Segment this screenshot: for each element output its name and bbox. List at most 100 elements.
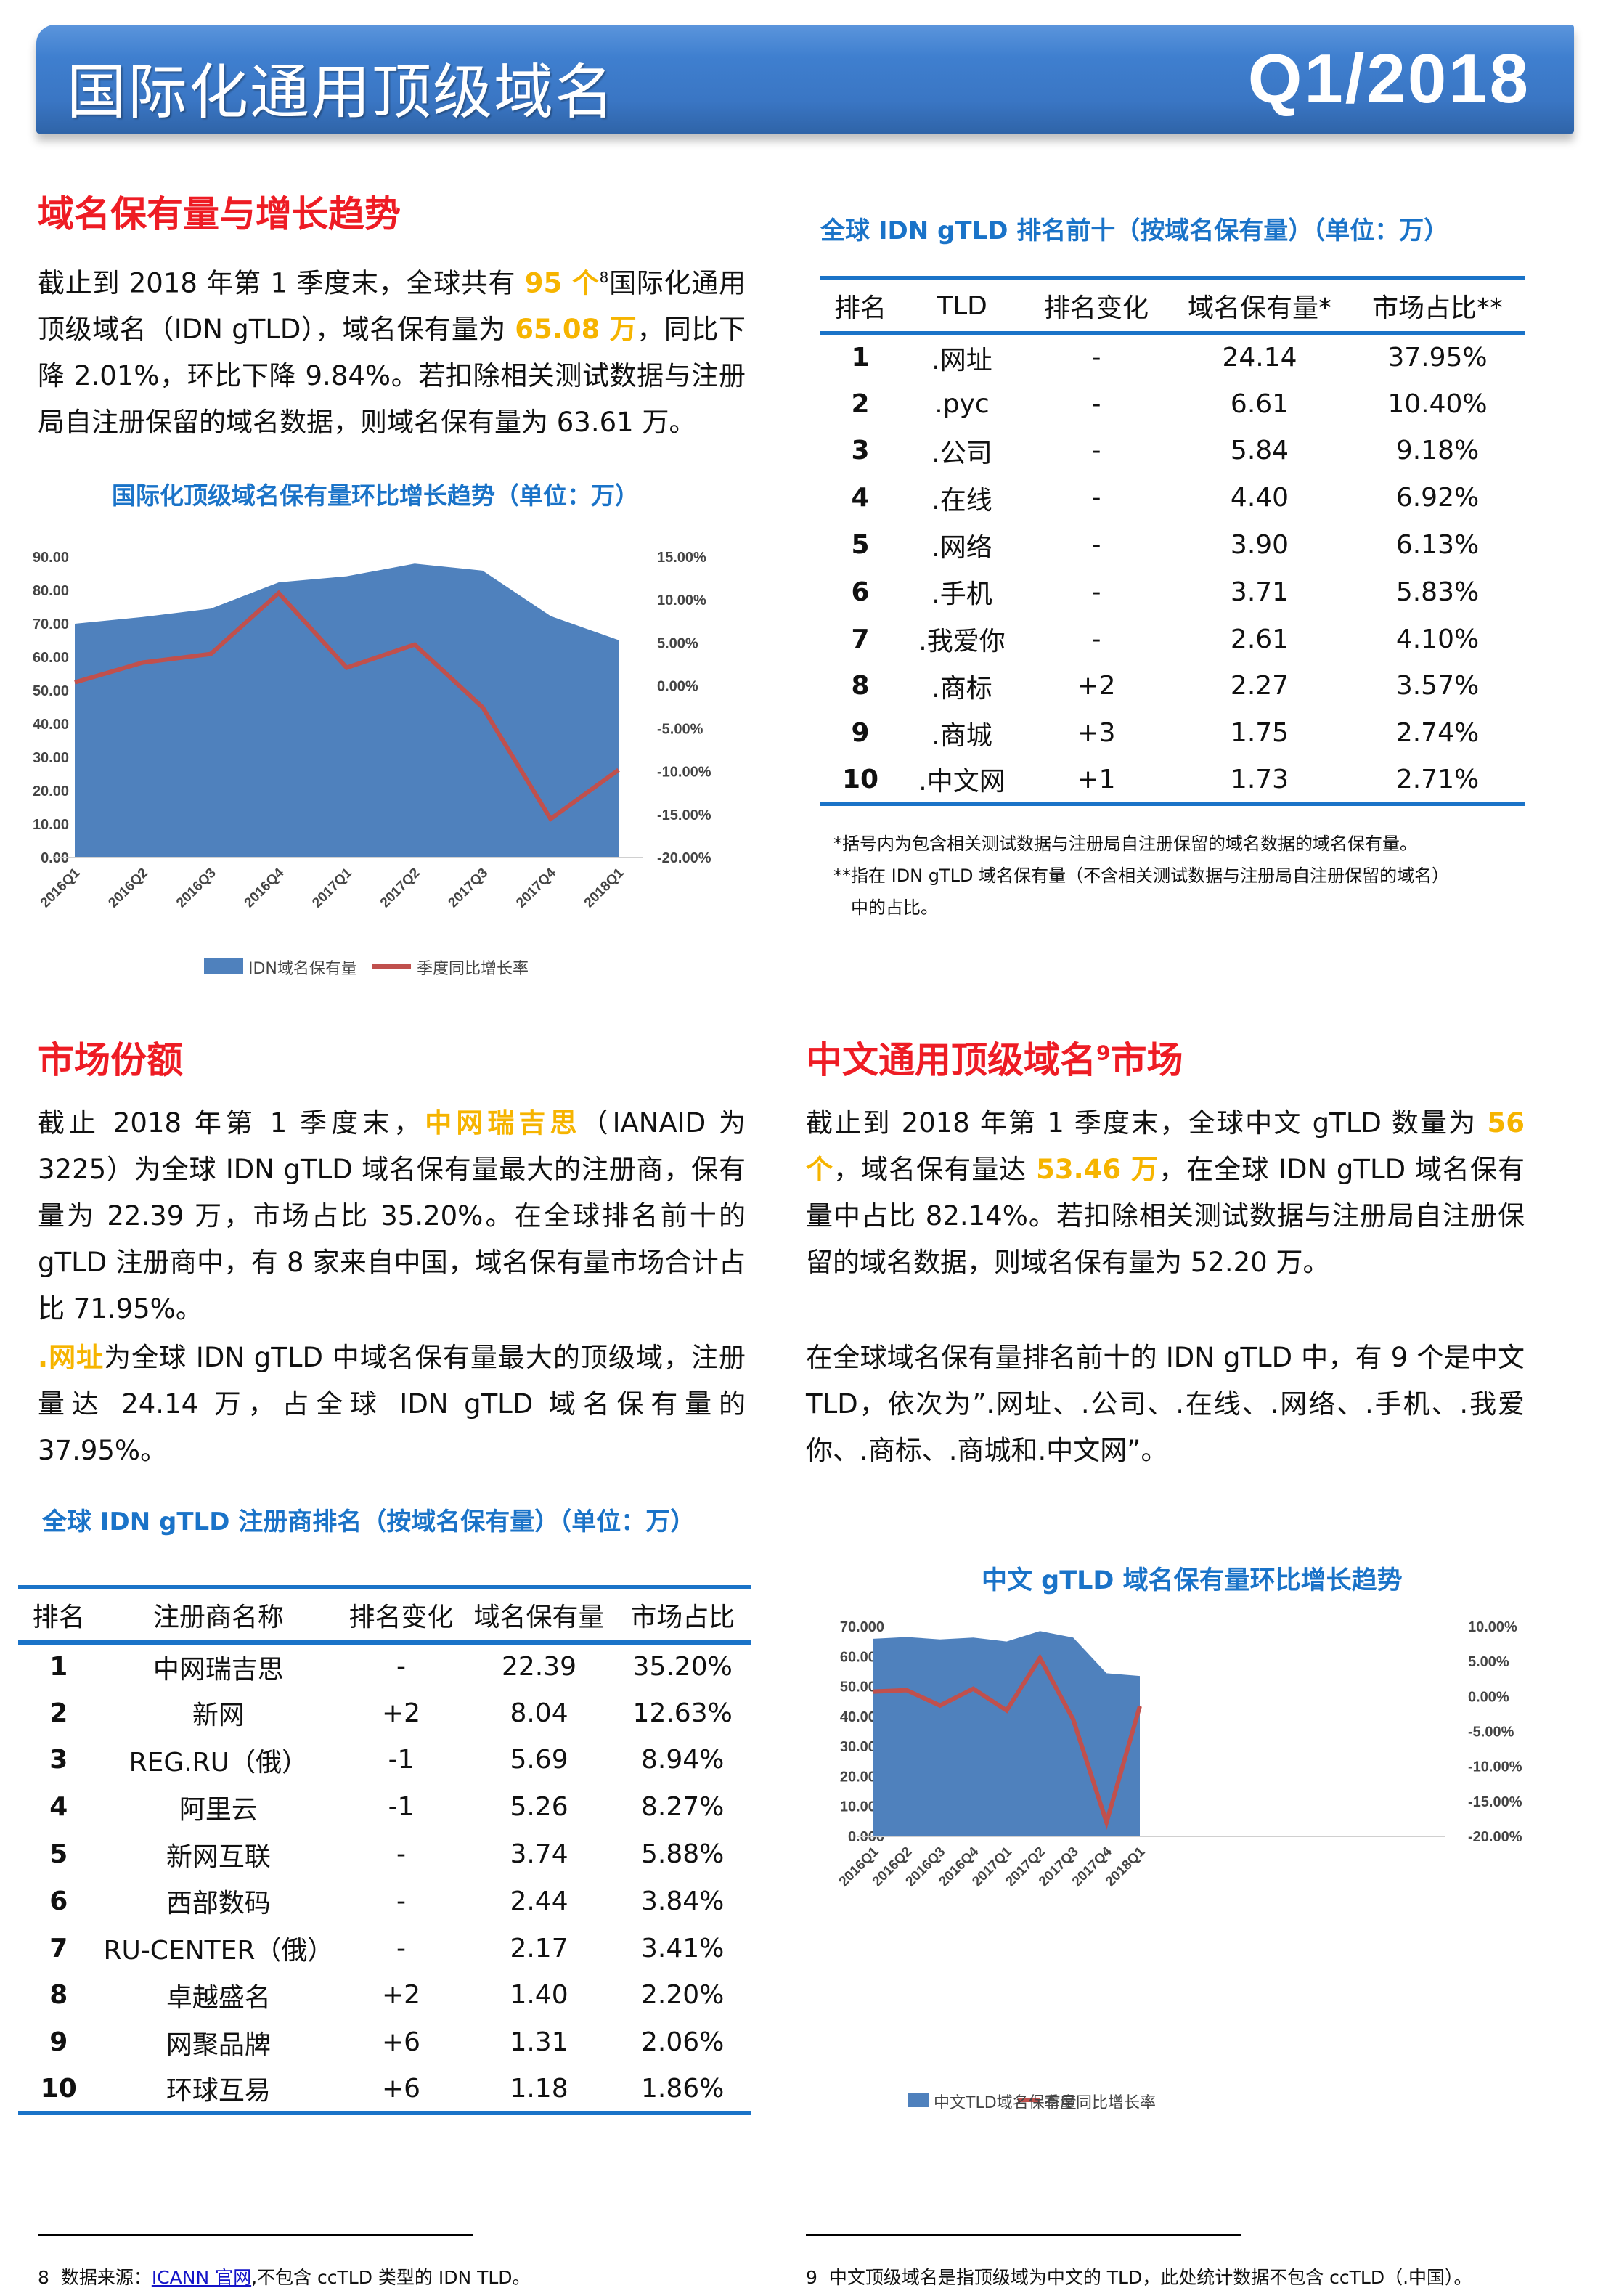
svg-text:30.00: 30.00 — [33, 750, 69, 766]
table-cell: - — [396, 1933, 407, 1963]
table-cell: 6.61 — [1230, 388, 1289, 419]
table-cell: - — [1091, 343, 1101, 373]
table-cell: - — [396, 1652, 407, 1682]
table-cell: 4.10% — [1395, 624, 1480, 654]
table-cell: 5.83% — [1395, 577, 1480, 607]
table-cell: REG.RU（俄） — [129, 1747, 309, 1778]
table-cell: -1 — [388, 1792, 415, 1823]
table-cell: 8.27% — [641, 1792, 725, 1823]
table-cell: +6 — [338, 2066, 465, 2115]
table-cell: 12.63% — [632, 1698, 733, 1728]
svg-text:2017Q3: 2017Q3 — [446, 866, 492, 911]
banner-title: 国际化通用顶级域名 — [67, 58, 616, 127]
table-cell: - — [1091, 436, 1101, 466]
table-cell: 1.18 — [464, 2066, 614, 2115]
table-row: 5 .网络 - 3.90 6.13% — [820, 521, 1525, 569]
svg-text:30.000: 30.000 — [840, 1739, 884, 1755]
table-cell: .网络 — [931, 532, 992, 563]
column-header: 注册商名称 — [99, 1585, 338, 1645]
section-heading-market-share: 市场份额 — [38, 1039, 183, 1081]
table-row: 8 .商标 +2 2.27 3.57% — [820, 663, 1525, 710]
table-cell: - — [1091, 624, 1101, 654]
table-cell: 2.44 — [510, 1886, 568, 1916]
table-cell: 1.86% — [613, 2066, 751, 2115]
table-cell: +2 — [381, 1698, 421, 1728]
chart1-plot: 0.0010.0020.0030.0040.0050.0060.0070.008… — [33, 550, 711, 974]
table-cell: 3.71 — [1230, 577, 1289, 607]
table-cell: 10 — [18, 2066, 99, 2115]
table-cell: 37.95% — [1387, 343, 1488, 373]
table-cell: 4 — [49, 1792, 68, 1823]
table-cell: 8.94% — [641, 1745, 725, 1775]
table-cell: - — [1091, 530, 1101, 561]
chart2-title: 中文 gTLD 域名保有量环比增长趋势 — [982, 1566, 1403, 1595]
highlight-chinese-count: 56 个 — [806, 1107, 1525, 1185]
svg-text:10.000: 10.000 — [840, 1799, 884, 1815]
chart2-legend-line: 季度同比增长率 — [1044, 2094, 1157, 2112]
highlight-tld: .网址 — [38, 1342, 105, 1373]
table-cell: 9 — [851, 718, 870, 749]
table-cell: .рус — [934, 388, 990, 419]
svg-text:2016Q3: 2016Q3 — [174, 866, 219, 911]
svg-text:2016Q4: 2016Q4 — [242, 865, 287, 911]
table-cell: 4.40 — [1230, 483, 1289, 513]
table-cell: +2 — [381, 1980, 421, 2011]
table-cell: -1 — [388, 1745, 415, 1775]
svg-text:40.00: 40.00 — [33, 717, 69, 733]
table-cell: +1 — [1024, 757, 1169, 806]
table-cell: 2.61 — [1230, 624, 1289, 654]
table-cell: 1.73 — [1169, 757, 1350, 806]
table-cell: 中网瑞吉思 — [152, 1654, 284, 1685]
table-row: 9 .商城 +3 1.75 2.74% — [820, 709, 1525, 757]
svg-text:10.00%: 10.00% — [1468, 1619, 1517, 1635]
table-cell: 环球互易 — [99, 2066, 338, 2115]
section1-paragraph: 截止到 2018 年第 1 季度末，全球共有 95 个8国际化通用顶级域名（ID… — [38, 267, 746, 439]
table-cell: .手机 — [931, 579, 992, 610]
table-cell: 6 — [851, 577, 870, 607]
chart1-title: 国际化顶级域名保有量环比增长趋势（单位：万） — [112, 481, 639, 510]
column-header: 域名保有量* — [1169, 276, 1350, 335]
banner-period: Q1/2018 — [1247, 40, 1530, 118]
table-cell: 3.41% — [641, 1933, 725, 1963]
table-cell: 3 — [851, 436, 870, 466]
table-cell: 9.18% — [1395, 436, 1480, 466]
table-cell: 3.84% — [641, 1886, 725, 1916]
footnote-rule-left — [38, 2234, 473, 2236]
column-header: 域名保有量 — [464, 1585, 614, 1645]
svg-text:5.00%: 5.00% — [1468, 1654, 1509, 1670]
tld-table-title: 全球 IDN gTLD 排名前十（按域名保有量）（单位：万） — [820, 216, 1449, 245]
svg-text:15.00%: 15.00% — [657, 550, 706, 566]
chinese-gtld-chart: 中文 gTLD 域名保有量环比增长趋势 0.000 10.000 20.000 30.… — [806, 1554, 1611, 2120]
table-cell: 5 — [49, 1839, 68, 1870]
column-header: TLD — [900, 276, 1024, 335]
table-cell: 5.26 — [510, 1792, 568, 1823]
table-row: 9 网聚品牌 +6 1.31 2.06% — [18, 2019, 751, 2066]
table-cell: 35.20% — [632, 1652, 733, 1682]
table-cell: - — [1091, 483, 1101, 513]
registrar-ranking-table: 排名 注册商名称 排名变化 域名保有量 市场占比 1 中网瑞吉思 - 22.39 35.20% 2… — [18, 1585, 751, 2115]
svg-text:2017Q4: 2017Q4 — [513, 865, 559, 911]
svg-text:70.00: 70.00 — [33, 616, 69, 632]
icann-link[interactable]: ICANN 官网 — [151, 2267, 252, 2288]
svg-text:-10.00%: -10.00% — [1468, 1759, 1522, 1775]
table-cell: 9 — [49, 2027, 68, 2058]
svg-text:0.00%: 0.00% — [1468, 1689, 1509, 1705]
table-cell: 7 — [851, 624, 870, 654]
table-cell: 新网互联 — [166, 1841, 271, 1872]
footnote-ref-9: 9 — [1096, 1041, 1111, 1065]
idn-holdings-chart: 国际化顶级域名保有量环比增长趋势（单位：万） 0.00 10.00 20.00 30.… — [0, 465, 770, 1002]
table-row: 3 .公司 - 5.84 9.18% — [820, 428, 1525, 475]
table-cell: +2 — [1077, 671, 1116, 701]
highlight-count: 95 个 — [524, 267, 600, 299]
svg-text:-10.00%: -10.00% — [657, 765, 711, 781]
svg-text:60.000: 60.000 — [840, 1649, 884, 1665]
table-cell: RU-CENTER（俄） — [103, 1936, 334, 1966]
svg-text:-15.00%: -15.00% — [1468, 1794, 1522, 1810]
table-row: 4 .在线 - 4.40 6.92% — [820, 474, 1525, 521]
svg-text:90.00: 90.00 — [33, 550, 69, 566]
table-cell: 8.04 — [510, 1698, 568, 1728]
table-cell: - — [396, 1839, 407, 1870]
table-cell: 2.20% — [641, 1980, 725, 2011]
svg-text:60.00: 60.00 — [33, 650, 69, 666]
footnote-ref-8: 8 — [599, 269, 609, 286]
